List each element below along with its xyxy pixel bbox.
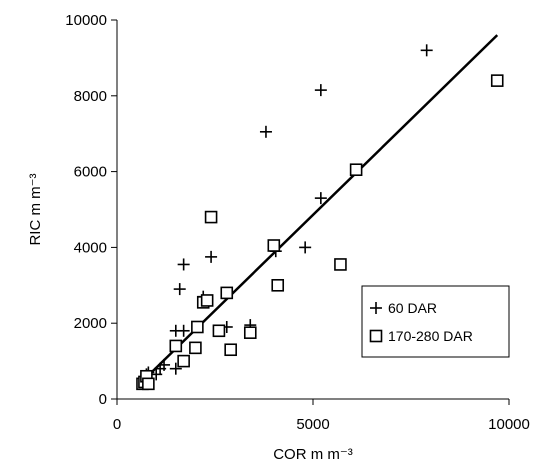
square-marker <box>142 377 155 391</box>
axes <box>111 19 510 405</box>
legend: 60 DAR 170-280 DAR <box>361 285 510 358</box>
square-marker <box>189 341 202 355</box>
legend-box <box>361 285 510 358</box>
square-marker <box>220 286 234 300</box>
square-marker <box>369 329 383 343</box>
square-marker <box>177 354 190 368</box>
square-marker <box>212 324 226 338</box>
legend-label: 170-280 DAR <box>388 328 473 344</box>
x-tick-label: 5000 <box>296 416 329 433</box>
y-tick-label: 8000 <box>74 88 107 105</box>
plus-marker <box>158 358 171 371</box>
y-tick-label: 4000 <box>74 239 107 256</box>
square-marker <box>169 339 183 353</box>
plus-marker <box>370 302 382 314</box>
y-tick-label: 6000 <box>74 164 107 181</box>
y-axis-title: RIC m m⁻³ <box>27 173 44 245</box>
plus-marker <box>177 324 190 337</box>
data-points <box>136 44 504 391</box>
plus-marker <box>169 362 182 375</box>
legend-label: 60 DAR <box>388 300 437 316</box>
y-tick-label: 10000 <box>65 12 107 29</box>
square-marker <box>271 278 285 292</box>
series-square <box>136 74 504 391</box>
plus-marker <box>420 44 433 57</box>
square-marker <box>204 210 218 224</box>
square-marker <box>490 74 504 87</box>
square-marker <box>334 258 347 271</box>
square-marker <box>191 320 204 334</box>
square-marker <box>349 163 363 177</box>
square-marker <box>243 326 257 339</box>
plus-marker <box>314 192 327 205</box>
plus-marker <box>205 250 218 263</box>
y-tick-label: 2000 <box>74 315 107 332</box>
tick-labels: 0 2000 4000 6000 8000 10000 0 5000 10000 <box>65 12 530 433</box>
x-tick-label: 0 <box>113 416 121 433</box>
plus-marker <box>314 84 327 97</box>
plus-marker <box>173 283 186 296</box>
y-tick-label: 0 <box>99 391 107 408</box>
x-axis-title: COR m m⁻³ <box>273 446 353 463</box>
plus-marker <box>299 241 312 254</box>
square-marker <box>267 239 281 252</box>
square-marker <box>200 294 214 307</box>
square-marker <box>224 343 237 357</box>
plus-marker <box>259 125 272 138</box>
x-tick-label: 10000 <box>488 416 530 433</box>
plus-marker <box>177 258 190 271</box>
